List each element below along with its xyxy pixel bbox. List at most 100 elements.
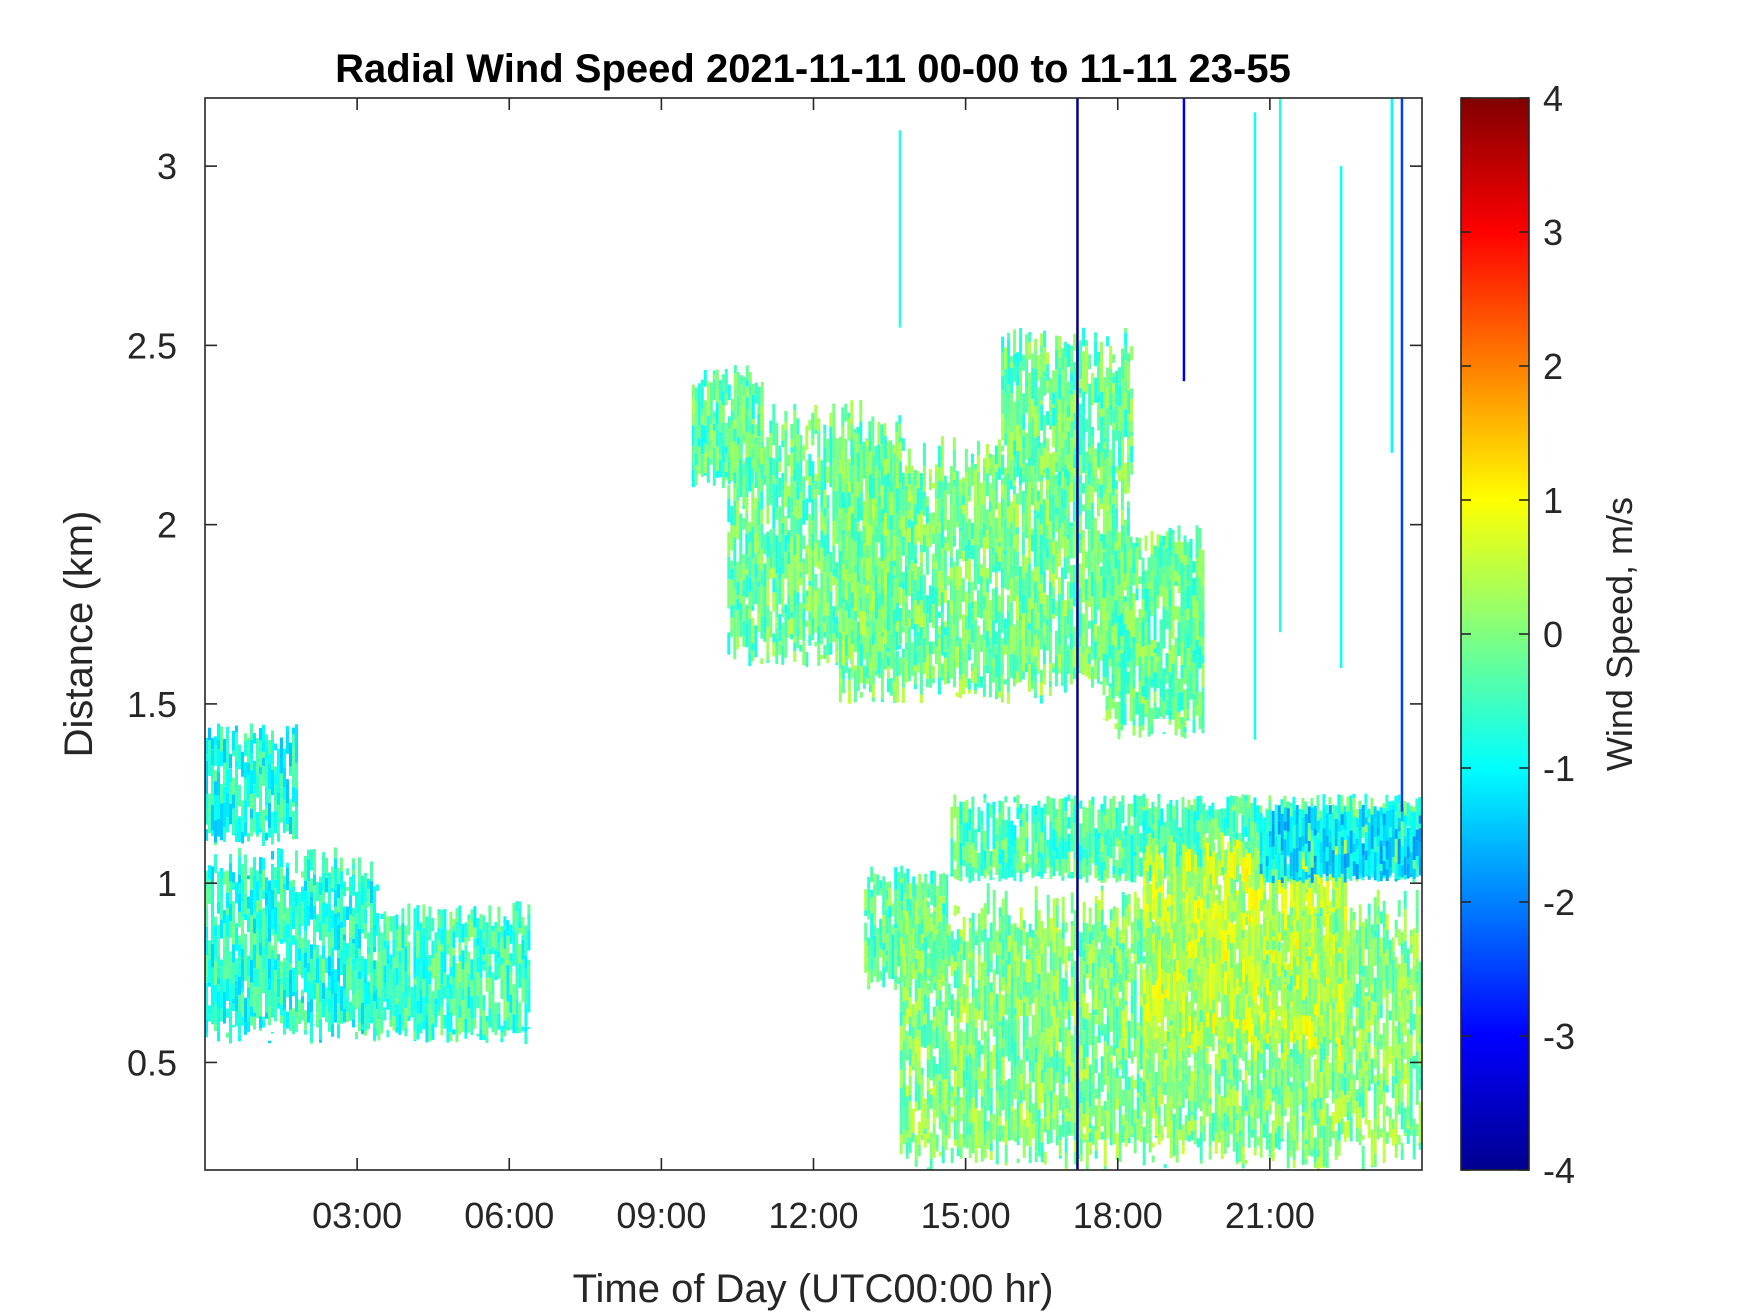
heat-cell (889, 492, 893, 515)
heat-cell (1189, 645, 1193, 654)
heat-cell (877, 496, 881, 506)
heat-cell (877, 644, 881, 652)
heat-cell (1072, 478, 1076, 502)
heat-cell (208, 1015, 211, 1022)
heat-cell (949, 638, 953, 644)
heat-cell (277, 922, 280, 942)
heat-cell (886, 486, 890, 513)
heat-cell (979, 564, 983, 570)
heat-cell (1000, 527, 1004, 537)
heat-cell (211, 830, 214, 835)
heat-cell (1114, 635, 1118, 648)
heat-cell (1009, 459, 1013, 481)
heat-cell (217, 901, 220, 914)
heat-cell (802, 535, 806, 550)
heat-cell (1130, 462, 1134, 474)
heat-cell (1186, 648, 1190, 667)
heat-cell (271, 826, 274, 845)
heat-cell (920, 934, 924, 944)
heat-cell (754, 552, 758, 564)
heat-cell (1132, 718, 1136, 726)
heat-cell (943, 536, 947, 544)
heat-cell (413, 984, 417, 1011)
heat-cell (874, 541, 878, 566)
heat-cell (919, 510, 923, 516)
heat-cell (940, 581, 944, 588)
heat-cell (706, 440, 710, 446)
heat-cell (223, 1009, 226, 1024)
heat-cell (1132, 561, 1136, 574)
heat-cell (935, 980, 939, 1000)
heat-cell (914, 1101, 918, 1112)
heat-cell (1040, 353, 1044, 377)
heat-cell (904, 571, 908, 596)
heat-cell (988, 535, 992, 549)
heat-cell (888, 956, 892, 979)
heat-cell (389, 916, 393, 932)
heat-cell (912, 876, 916, 897)
heat-cell (754, 482, 758, 488)
heat-cell (1030, 647, 1034, 663)
heat-cell (437, 940, 441, 947)
heat-cell (868, 451, 872, 475)
heat-cell (1006, 470, 1010, 485)
heat-cell (1120, 577, 1124, 601)
heat-cell (1009, 574, 1013, 579)
heat-cell (1129, 548, 1133, 555)
heat-cell (964, 643, 968, 654)
heat-cell (301, 871, 304, 878)
heat-cell (859, 666, 863, 684)
heat-cell (1036, 566, 1040, 591)
heat-cell (925, 637, 929, 646)
heat-cell (838, 473, 842, 483)
heat-cell (882, 893, 886, 916)
heat-cell (937, 522, 941, 533)
heat-cell (1111, 554, 1115, 576)
heat-cell (1186, 608, 1190, 620)
heat-cell (971, 1097, 975, 1123)
heat-cell (1033, 667, 1037, 677)
heat-cell (757, 482, 761, 502)
heat-cell (259, 1016, 262, 1029)
heat-cell (971, 1132, 975, 1154)
heat-cell (413, 974, 417, 979)
heat-cell (404, 947, 408, 972)
heat-cell (838, 682, 842, 703)
heat-cell (1126, 535, 1130, 560)
heat-cell (973, 658, 977, 667)
heat-cell (1067, 464, 1071, 470)
heat-cell (814, 574, 818, 591)
heat-cell (778, 506, 782, 522)
heat-cell (1102, 677, 1106, 696)
heat-cell (775, 588, 779, 593)
heat-cell (956, 929, 960, 952)
heat-cell (943, 651, 947, 658)
heat-cell (974, 930, 978, 936)
heat-cell (844, 536, 848, 554)
heat-cell (876, 874, 880, 896)
heat-cell (811, 586, 815, 599)
heat-cell (289, 905, 292, 921)
heat-cell (340, 857, 343, 872)
heat-cell (694, 426, 698, 434)
heat-cell (871, 416, 875, 440)
heat-cell (446, 929, 450, 945)
heat-cell (1007, 404, 1011, 413)
heat-cell (277, 848, 280, 870)
heat-cell (449, 911, 453, 929)
heat-cell (745, 555, 749, 570)
heat-cell (1036, 512, 1040, 519)
heat-cell (1111, 674, 1115, 699)
heat-cell (1153, 614, 1157, 619)
heat-cell (733, 543, 737, 567)
heat-cell (953, 1120, 957, 1128)
heat-cell (247, 955, 250, 977)
heat-cell (901, 472, 905, 491)
heat-cell (793, 568, 797, 590)
heat-cell (1042, 601, 1046, 616)
heat-cell (355, 1031, 358, 1038)
heat-cell (959, 1133, 963, 1147)
heat-cell (970, 463, 974, 486)
heat-cell (458, 922, 462, 927)
heat-cell (853, 460, 857, 476)
